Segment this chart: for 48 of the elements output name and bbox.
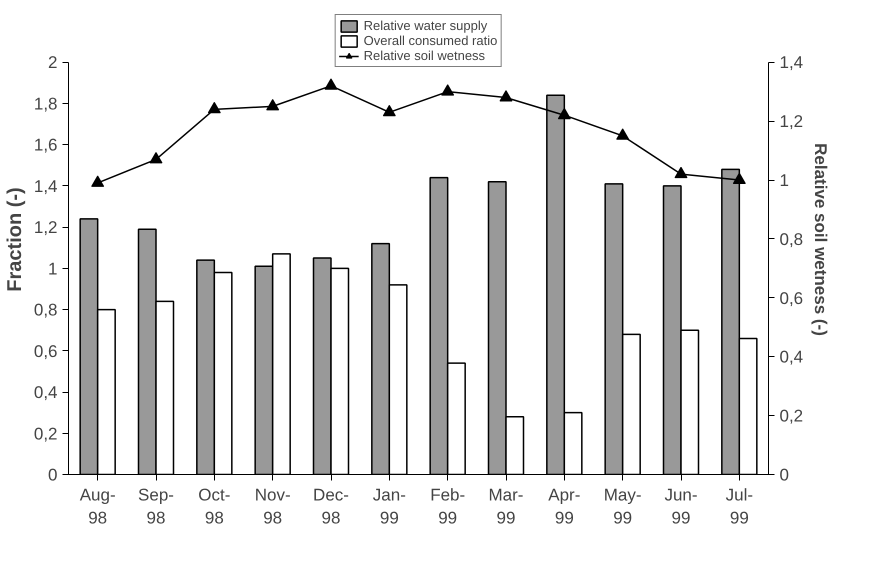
point <box>382 104 396 116</box>
y-tick-label: 0,2 <box>34 424 58 444</box>
y-axis-title: Fraction (-) <box>4 187 26 292</box>
point <box>500 90 512 102</box>
point <box>732 172 746 184</box>
y2-tick-label: 0,6 <box>780 288 804 308</box>
y-tick-label: 0,6 <box>34 342 58 361</box>
y2-tick-label: 1,2 <box>780 112 804 132</box>
x-tick-label: Feb-99 <box>430 486 466 528</box>
y-tick-label: 0,8 <box>34 300 58 320</box>
y2-tick-label: 0,8 <box>780 230 804 249</box>
y2-tick-label: 0,4 <box>780 348 804 367</box>
point <box>266 98 280 110</box>
y-tick-label: 2 <box>48 53 58 72</box>
x-tick-label: Aug-98 <box>80 486 116 528</box>
legend-label: Overall consumed ratio <box>364 33 498 48</box>
x-tick-label: Dec-98 <box>313 486 349 528</box>
y-tick-label: 1,6 <box>34 136 58 155</box>
point <box>674 166 688 178</box>
y2-tick-label: 1,4 <box>780 53 804 72</box>
y-tick-label: 1,8 <box>34 94 58 114</box>
point <box>558 108 571 120</box>
x-tick-label: Oct-98 <box>198 486 230 528</box>
point <box>441 84 454 96</box>
x-tick-label: Jul-99 <box>726 486 754 528</box>
x-tick-label: Nov-98 <box>254 486 291 528</box>
y-tick-label: 1,2 <box>34 218 58 238</box>
point <box>208 102 221 114</box>
y2-tick-label: 0 <box>780 466 789 484</box>
legend-label: Relative water supply <box>364 18 488 33</box>
x-tick-label: Jun-99 <box>664 486 698 528</box>
point <box>616 128 630 140</box>
y2-tick-label: 1 <box>780 171 789 190</box>
x-tick-label: Jan-99 <box>372 486 406 528</box>
point <box>91 176 104 187</box>
x-tick-label: May-99 <box>604 486 642 528</box>
y-tick-label: 1 <box>48 259 58 278</box>
y2-tick-label: 0,2 <box>780 406 804 426</box>
x-tick-label: Mar-99 <box>488 486 524 528</box>
legend-label: Relative soil wetness <box>364 48 486 63</box>
x-tick-label: Apr-99 <box>548 486 580 528</box>
x-tick-label: Sep-98 <box>138 486 174 528</box>
y2-axis-title: Relative soil wetness (-) <box>811 143 830 336</box>
y-tick-label: 0,4 <box>34 383 58 402</box>
y-tick-label: 0 <box>48 466 58 484</box>
point <box>150 152 162 164</box>
y-tick-label: 1,4 <box>34 176 58 196</box>
point <box>324 78 338 90</box>
